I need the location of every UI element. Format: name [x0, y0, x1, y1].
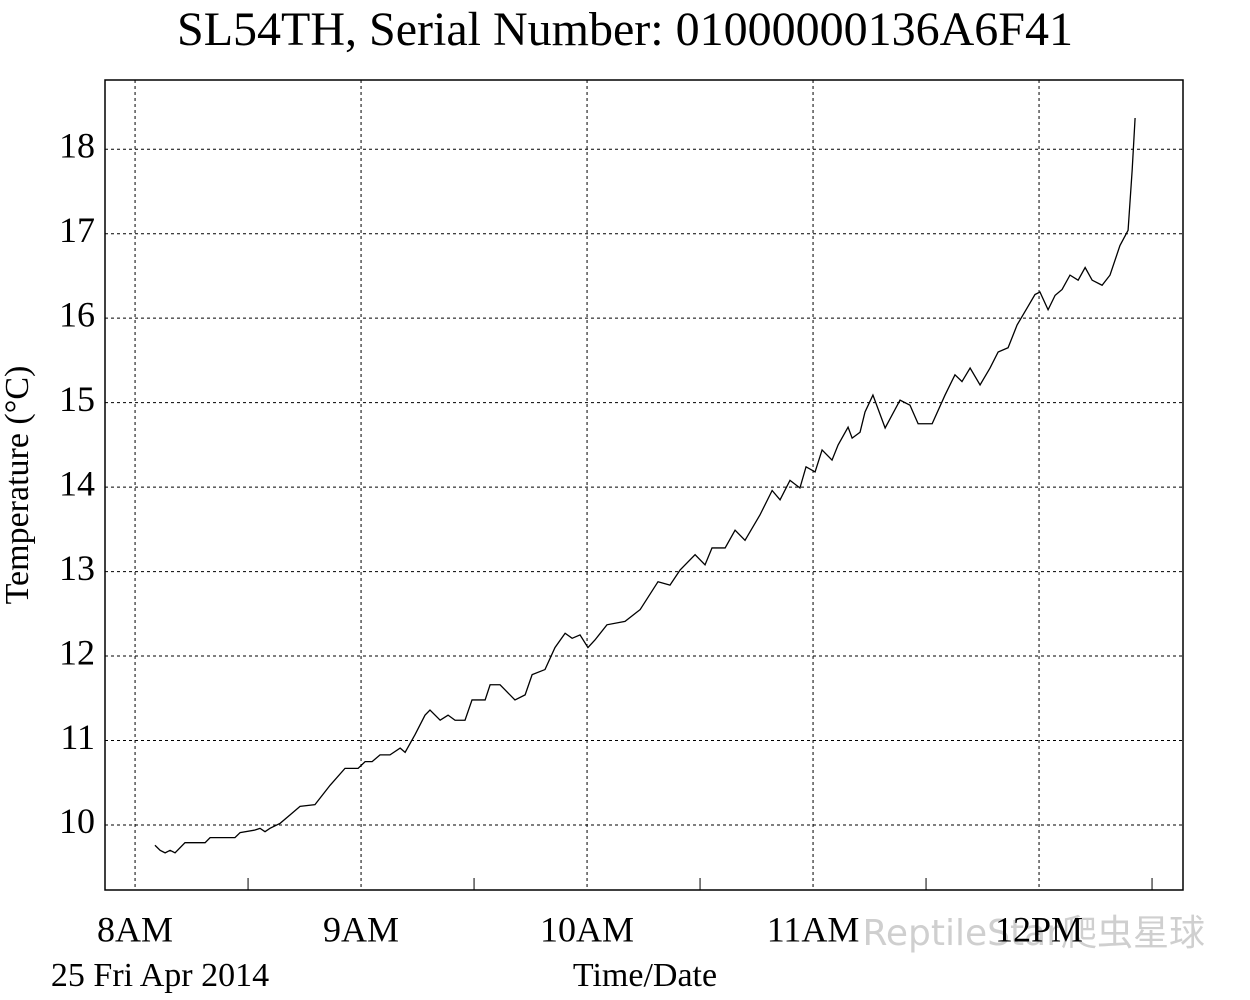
y-tick-label: 12 [59, 632, 95, 672]
x-tick-label: 8AM [97, 909, 173, 949]
watermark: ReptileStar爬虫星球 [863, 913, 1206, 954]
x-axis-label: Time/Date [573, 957, 717, 994]
data-line [154, 117, 1136, 854]
y-tick-label: 14 [59, 463, 95, 503]
x-tick-label: 9AM [323, 909, 399, 949]
x-tick-label: 10AM [540, 909, 634, 949]
y-tick-label: 18 [59, 126, 95, 166]
y-tick-label: 15 [59, 379, 95, 419]
y-axis-label: Temperature (°C) [0, 366, 36, 605]
chart-title: SL54TH, Serial Number: 01000000136A6F41 [177, 3, 1073, 56]
y-tick-label: 11 [60, 717, 95, 757]
x-tick-label: 12PM [995, 909, 1083, 949]
plot-frame [104, 79, 1184, 891]
x-tick-label: 11AM [767, 909, 860, 949]
y-tick-label: 16 [59, 294, 95, 334]
y-tick-label: 13 [59, 548, 95, 588]
date-label: 25 Fri Apr 2014 [51, 957, 269, 994]
y-tick-label: 10 [59, 801, 95, 841]
y-tick-label: 17 [59, 210, 95, 250]
